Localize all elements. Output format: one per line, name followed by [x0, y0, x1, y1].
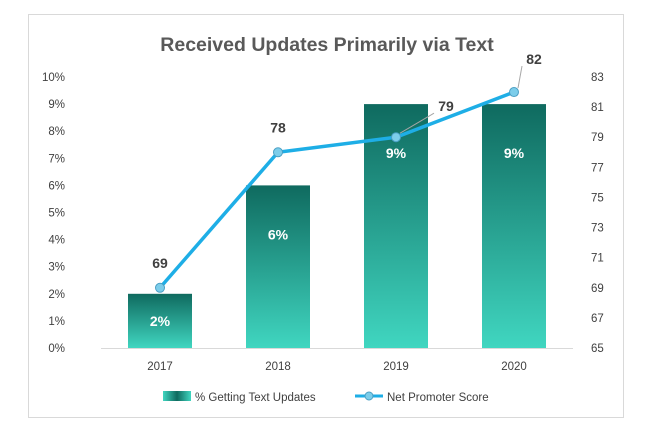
- line-data-labels: 69 78 79 82: [152, 51, 542, 271]
- line-marker: [509, 87, 519, 98]
- line-marker: [391, 132, 401, 143]
- line-data-label: 82: [526, 51, 542, 67]
- y-left-tick-label: 4%: [48, 235, 65, 247]
- y-left-tick-label: 2%: [48, 289, 65, 301]
- y-left-tick-label: 0%: [48, 343, 65, 355]
- legend-marker: [364, 391, 374, 401]
- line-data-label: 79: [438, 98, 454, 114]
- x-tick-label: 2017: [147, 361, 173, 373]
- bar: [246, 185, 310, 348]
- legend-swatch-bar: [163, 391, 191, 401]
- y-right-tick-label: 71: [591, 253, 604, 265]
- y-right-tick-label: 75: [591, 192, 604, 204]
- line-marker: [155, 282, 165, 293]
- y-left-tick-label: 7%: [48, 153, 65, 165]
- y-left-tick-label: 10%: [42, 72, 65, 84]
- y-right-tick-label: 79: [591, 132, 604, 144]
- y-right-tick-label: 83: [591, 72, 604, 84]
- legend: % Getting Text Updates Net Promoter Score: [163, 391, 489, 404]
- line-marker: [273, 147, 283, 158]
- chart-title: Received Updates Primarily via Text: [160, 34, 494, 56]
- legend-label-line: Net Promoter Score: [387, 392, 489, 404]
- y-axis-right: 65 67 69 71 73 75 77 79 81 83: [591, 72, 604, 355]
- bar: [128, 293, 192, 348]
- chart-frame: Received Updates Primarily via Text 0% 1%…: [28, 14, 624, 418]
- x-tick-label: 2020: [501, 361, 527, 373]
- line-label-leader: [399, 112, 435, 134]
- chart: Received Updates Primarily via Text 0% 1%…: [42, 34, 604, 404]
- bar-data-label: 9%: [386, 145, 407, 161]
- y-axis-left: 0% 1% 2% 3% 4% 5% 6% 7% 8% 9% 10%: [42, 72, 65, 355]
- y-right-tick-label: 73: [591, 223, 604, 235]
- y-left-tick-label: 1%: [48, 316, 65, 328]
- x-axis-tick-labels: 2017 2018 2019 2020: [147, 361, 527, 373]
- line-series: [155, 87, 519, 293]
- bar-data-label: 9%: [504, 145, 525, 161]
- x-tick-label: 2019: [383, 361, 409, 373]
- bar-data-label: 2%: [150, 313, 171, 329]
- legend-label-bar: % Getting Text Updates: [195, 392, 316, 404]
- y-left-tick-label: 5%: [48, 208, 65, 220]
- line-label-leader: [517, 65, 523, 89]
- y-left-tick-label: 8%: [48, 126, 65, 138]
- bar: [482, 104, 546, 348]
- y-right-tick-label: 67: [591, 313, 604, 325]
- y-left-tick-label: 3%: [48, 262, 65, 274]
- y-right-tick-label: 69: [591, 283, 604, 295]
- line-data-label: 78: [270, 119, 286, 135]
- y-right-tick-label: 77: [591, 162, 604, 174]
- bar-data-label: 6%: [268, 226, 289, 242]
- line-path: [158, 90, 516, 290]
- line-label-leaders: [399, 65, 523, 134]
- y-left-tick-label: 9%: [48, 99, 65, 111]
- y-left-tick-label: 6%: [48, 180, 65, 192]
- line-data-label: 69: [152, 255, 168, 271]
- y-right-tick-label: 65: [591, 343, 604, 355]
- y-right-tick-label: 81: [591, 102, 604, 114]
- bar: [364, 104, 428, 348]
- bar-series: [128, 104, 546, 348]
- bar-data-labels: 2% 6% 9% 9%: [150, 145, 525, 329]
- x-tick-label: 2018: [265, 361, 291, 373]
